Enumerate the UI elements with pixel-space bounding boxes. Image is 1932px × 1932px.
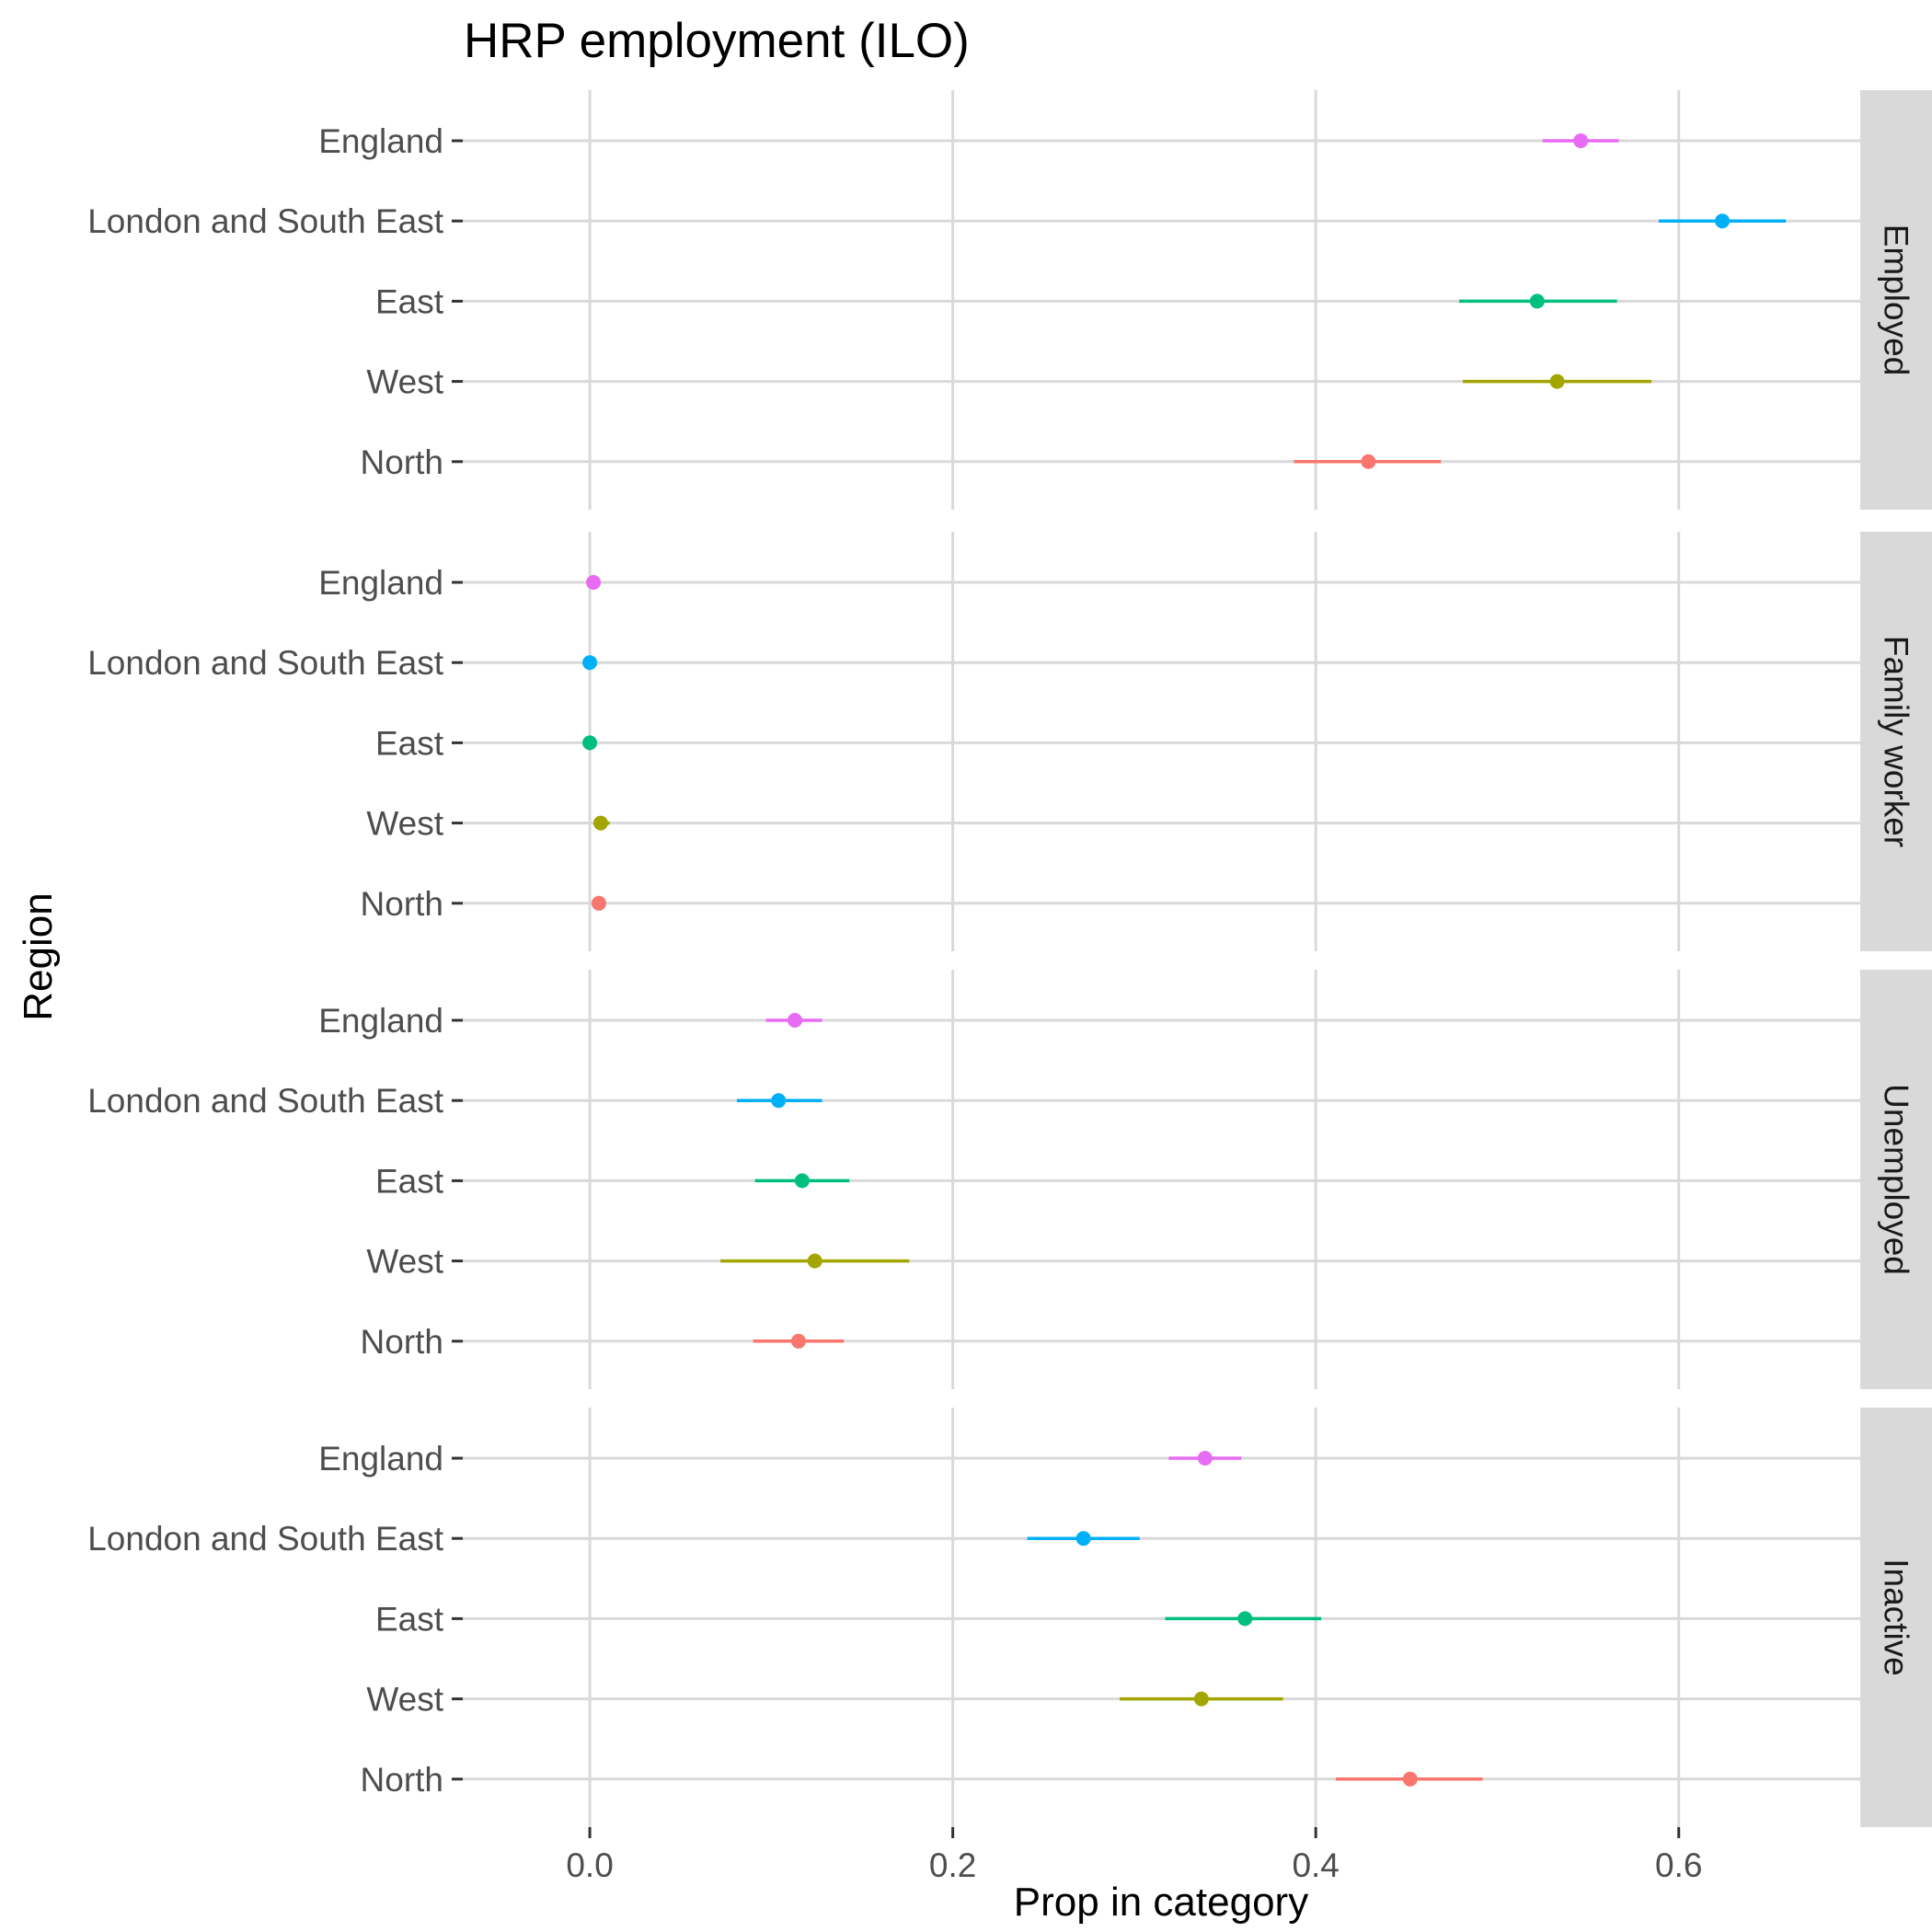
facet-label: Employed [1878,224,1915,376]
y-tick-label: East [375,282,444,320]
facet-label: Inactive [1878,1558,1915,1676]
y-tick-label: England [318,1440,443,1478]
y-tick-label: England [318,122,443,160]
x-axis: 0.0 0.2 0.4 0.6 [566,1827,1702,1884]
x-tick-label: 0.4 [1292,1846,1339,1884]
y-tick-label: North [361,1323,443,1361]
data-point [1075,1531,1091,1547]
facet-panel: England London and South East East West Nort… [87,532,1932,951]
data-point [582,655,598,671]
data-point [1361,454,1376,469]
y-tick-label: West [366,1243,443,1281]
data-point [1237,1611,1253,1627]
data-point [1197,1451,1213,1466]
x-axis-title: Prop in category [1014,1880,1308,1925]
data-point [1529,293,1545,309]
data-point [1715,213,1731,229]
y-tick-label: England [318,564,443,602]
data-point [807,1253,822,1269]
facet-label: Family worker [1878,636,1915,847]
y-tick-label: East [375,1600,444,1638]
y-tick-label: East [375,1162,444,1200]
data-point [794,1173,810,1189]
data-point [788,1013,803,1028]
facet-strip [1860,1408,1932,1827]
y-tick-label: West [366,1681,443,1719]
data-point [1193,1691,1209,1707]
facet-panel: England London and South East East West Nort… [87,970,1932,1389]
data-point [592,815,608,831]
data-point [1573,133,1589,148]
facet-label: Unemployed [1878,1084,1915,1275]
y-tick-label: East [375,724,444,762]
data-point [582,735,598,751]
data-point [771,1093,787,1109]
facet-strip [1860,970,1932,1389]
data-point [586,575,602,590]
y-tick-label: North [361,443,443,481]
y-tick-label: England [318,1002,443,1040]
y-tick-label: North [361,885,443,923]
y-tick-label: London and South East [87,202,443,240]
panels: England London and South East East West Nort… [87,90,1932,1827]
y-axis-title: Region [16,892,61,1020]
x-tick-label: 0.2 [929,1846,976,1884]
data-point [591,895,606,911]
data-point [1402,1771,1418,1787]
y-tick-label: London and South East [87,1082,443,1120]
y-tick-label: North [361,1761,443,1799]
data-point [790,1333,806,1349]
facet-panel: England London and South East East West Nort… [87,90,1932,510]
y-tick-label: London and South East [87,1520,443,1558]
facet-strip [1860,90,1932,510]
x-tick-label: 0.0 [566,1846,613,1884]
y-tick-label: West [366,363,443,401]
y-tick-label: London and South East [87,644,443,682]
chart-title: HRP employment (ILO) [464,14,970,68]
facet-strip [1860,532,1932,951]
x-tick-label: 0.6 [1655,1846,1702,1884]
facet-panel: England London and South East East West Nort… [87,1408,1932,1827]
data-point [1549,374,1565,389]
y-tick-label: West [366,805,443,843]
